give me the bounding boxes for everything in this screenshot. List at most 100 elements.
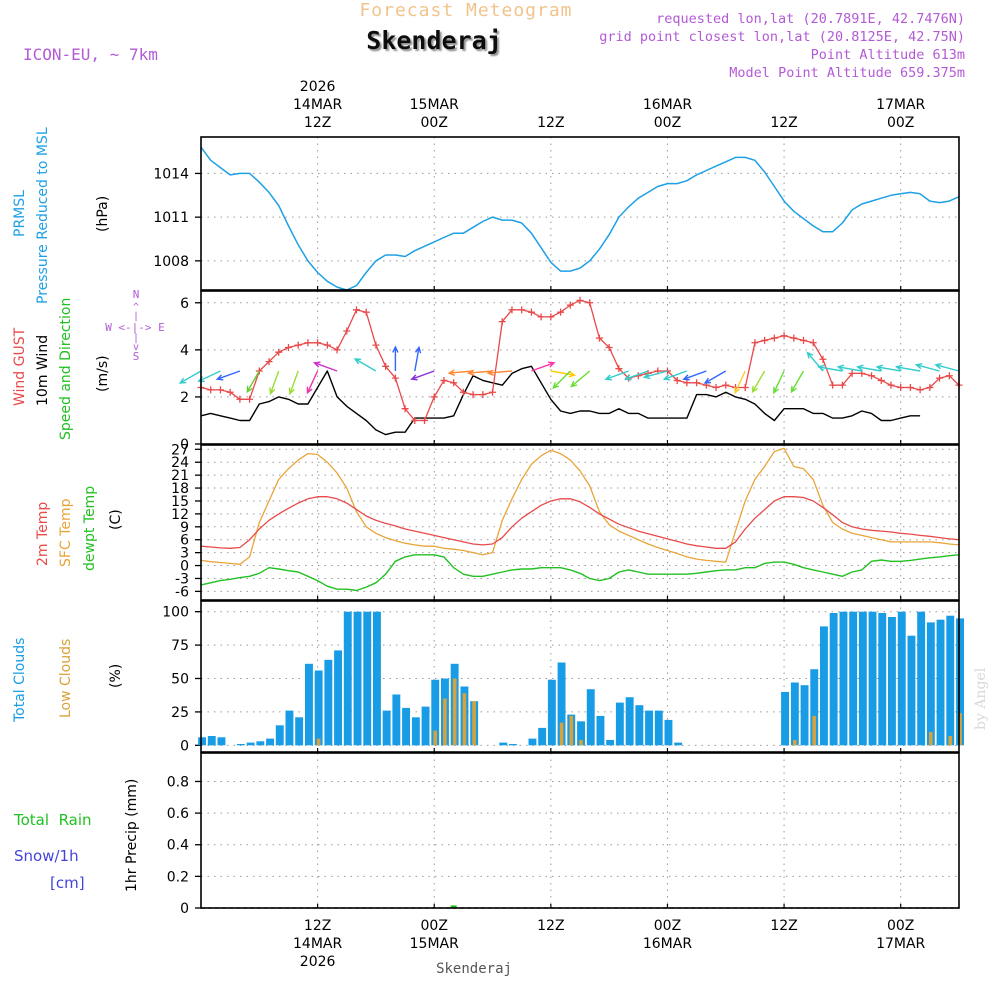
gust-marker bbox=[741, 384, 749, 392]
ytick-label: 0 bbox=[180, 738, 189, 754]
low-cloud-bar bbox=[579, 740, 583, 746]
gust-marker bbox=[829, 381, 837, 389]
footer-location: Skenderaj bbox=[436, 961, 512, 977]
gust-marker bbox=[469, 391, 477, 399]
gust-marker bbox=[897, 384, 905, 392]
ytick-label: -6 bbox=[175, 584, 189, 600]
total-cloud-bar bbox=[790, 682, 799, 746]
wind-vector-arrow bbox=[934, 363, 960, 372]
ytick-label: 1014 bbox=[153, 166, 189, 182]
gust-label: Wind GUST bbox=[12, 327, 28, 406]
panel-frame bbox=[200, 444, 960, 601]
panel2-labels: Wind GUST 10m Wind Speed and Direction (… bbox=[12, 288, 165, 440]
gust-marker bbox=[216, 386, 224, 394]
pressure-label: Pressure Reduced to MSL bbox=[35, 127, 51, 304]
sfctemp-label: SFC Temp bbox=[58, 498, 74, 567]
ytick-label: 0.6 bbox=[167, 806, 189, 822]
wind-vector-arrow bbox=[486, 369, 513, 376]
ytick-label: 9 bbox=[180, 520, 189, 536]
wind-vector-arrow bbox=[353, 358, 377, 372]
hpa-label: (hPa) bbox=[95, 196, 111, 232]
wind10-label: 10m Wind bbox=[35, 335, 51, 406]
total-cloud-bar bbox=[411, 717, 420, 746]
bottom-year-label: 2026 bbox=[300, 954, 336, 970]
requested-coords: requested lon,lat (20.7891E, 42.7476N) bbox=[656, 11, 965, 27]
total-cloud-bar bbox=[917, 611, 926, 746]
total-cloud-bar bbox=[343, 611, 352, 746]
rain-bar bbox=[450, 905, 457, 908]
gust-marker bbox=[848, 369, 856, 377]
gust-marker bbox=[936, 374, 944, 382]
total-cloud-bar bbox=[625, 697, 634, 746]
gust-marker bbox=[770, 334, 778, 342]
bottom-date-label: 15MAR bbox=[410, 936, 459, 952]
low-cloud-bar bbox=[958, 713, 962, 746]
total-cloud-bar bbox=[956, 618, 964, 746]
gust-marker bbox=[673, 376, 681, 384]
panel-frame bbox=[200, 290, 960, 445]
low-cloud-bar bbox=[812, 715, 816, 746]
gust-marker bbox=[489, 388, 497, 396]
gust-markers bbox=[197, 296, 963, 424]
wind-vector-arrow bbox=[751, 370, 766, 394]
top-time-axis: 2026 14MAR 12Z 15MAR 00Z 12Z 16MAR 00Z 12Z 17MAR 0… bbox=[293, 79, 926, 131]
wind-vector-arrow bbox=[623, 370, 649, 381]
low-clouds-label: Low Clouds bbox=[58, 639, 74, 718]
total-cloud-bar bbox=[236, 744, 245, 746]
wind-vector-arrow bbox=[269, 370, 280, 396]
wind-vector-arrow bbox=[875, 364, 901, 372]
gust-marker bbox=[916, 386, 924, 394]
precip-label: 1hr Precip (mm) bbox=[124, 779, 140, 892]
gust-marker bbox=[809, 339, 817, 347]
gust-marker bbox=[323, 341, 331, 349]
total-cloud-bar bbox=[868, 611, 877, 746]
wind-vector-arrow bbox=[550, 370, 577, 378]
gust-marker bbox=[265, 358, 273, 366]
compass-s-arrow: v bbox=[133, 342, 139, 353]
gust-marker bbox=[236, 395, 244, 403]
cloud-bars bbox=[198, 611, 964, 746]
total-cloud-bar bbox=[946, 615, 955, 746]
gust-marker bbox=[566, 301, 574, 309]
ytick-label: 12 bbox=[171, 507, 189, 523]
gust-marker bbox=[411, 416, 419, 424]
ms-label: (m/s) bbox=[95, 355, 111, 392]
bottom-hour-label: 00Z bbox=[654, 918, 681, 934]
total-cloud-bar bbox=[305, 663, 313, 746]
total-cloud-bar bbox=[586, 689, 595, 746]
gust-marker bbox=[790, 334, 798, 342]
ytick-label: 0 bbox=[180, 901, 189, 917]
dewpt-label: dewpt Temp bbox=[82, 486, 98, 571]
speeddir-label: Speed and Direction bbox=[58, 298, 74, 440]
gust-marker bbox=[518, 306, 526, 314]
total-cloud-bar bbox=[547, 679, 556, 746]
bottom-hour-label: 12Z bbox=[537, 918, 564, 934]
total-cloud-bar bbox=[528, 738, 537, 746]
gust-marker bbox=[450, 379, 458, 387]
top-date-label: 17MAR bbox=[876, 97, 925, 113]
wind-vector-arrow bbox=[215, 370, 241, 381]
gust-marker bbox=[722, 381, 730, 389]
gust-marker bbox=[391, 374, 399, 382]
gust-marker bbox=[751, 339, 759, 347]
model-altitude: Model Point Altitude 659.375m bbox=[729, 65, 965, 81]
panel-5: 0 0.2 0.4 0.6 0.8 bbox=[167, 753, 959, 917]
low-cloud-bar bbox=[948, 736, 953, 746]
panel-frame bbox=[200, 752, 960, 909]
low-cloud-bar bbox=[452, 678, 457, 746]
wind-vector-arrow bbox=[178, 370, 202, 384]
total-cloud-bar bbox=[324, 659, 333, 746]
wind-vector-arrow bbox=[914, 363, 940, 372]
ytick-label: 18 bbox=[171, 481, 189, 497]
bottom-date-label: 16MAR bbox=[643, 936, 692, 952]
top-hour-label: 00Z bbox=[421, 115, 448, 131]
total-cloud-bar bbox=[217, 737, 226, 746]
ytick-label: -3 bbox=[175, 571, 189, 587]
total-cloud-bar bbox=[839, 611, 848, 746]
gust-marker bbox=[586, 299, 594, 307]
gust-marker bbox=[498, 318, 506, 326]
low-cloud-bar bbox=[559, 722, 564, 746]
gust-marker bbox=[761, 336, 769, 344]
